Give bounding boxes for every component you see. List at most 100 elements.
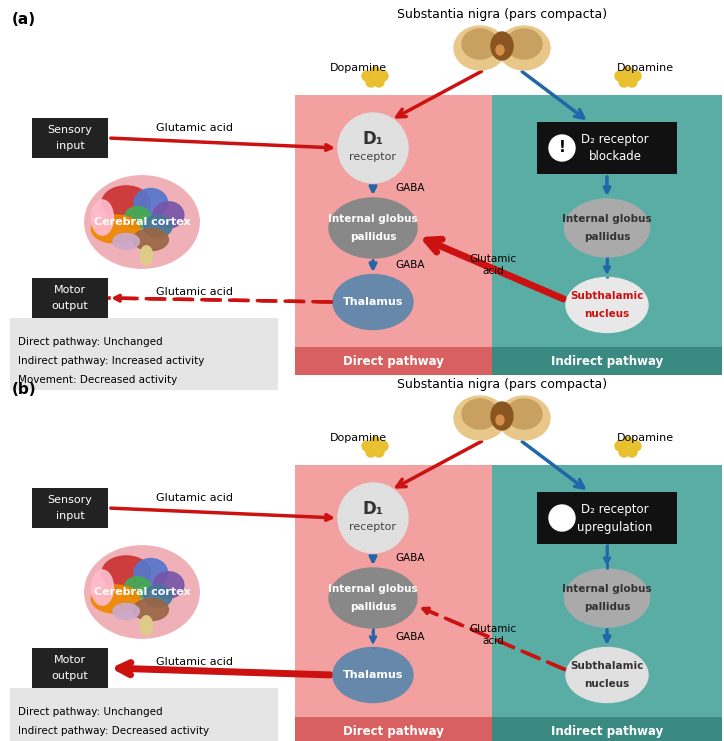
Ellipse shape	[329, 198, 417, 258]
Text: D₂ receptor: D₂ receptor	[581, 502, 649, 516]
Text: Glutamic
acid: Glutamic acid	[469, 254, 516, 276]
Ellipse shape	[462, 29, 498, 59]
Text: Glutamic acid: Glutamic acid	[156, 657, 234, 667]
Circle shape	[631, 71, 641, 81]
Circle shape	[623, 437, 633, 447]
Ellipse shape	[496, 415, 504, 425]
Ellipse shape	[329, 568, 417, 628]
Ellipse shape	[102, 186, 151, 219]
Text: Subthalamic: Subthalamic	[571, 661, 644, 671]
Ellipse shape	[144, 216, 172, 237]
Text: nucleus: nucleus	[584, 309, 630, 319]
Circle shape	[370, 67, 380, 77]
Bar	[10, 318, 278, 390]
Text: nucleus: nucleus	[584, 679, 630, 689]
Ellipse shape	[125, 576, 151, 599]
Text: D₁: D₁	[363, 130, 384, 148]
Text: upregulation: upregulation	[577, 520, 653, 534]
Ellipse shape	[565, 199, 649, 257]
Text: Internal globus: Internal globus	[328, 214, 418, 224]
Text: input: input	[56, 141, 85, 151]
Text: Movement: Decreased activity: Movement: Decreased activity	[18, 375, 177, 385]
Circle shape	[549, 505, 575, 531]
Text: Subthalamic: Subthalamic	[571, 291, 644, 301]
Circle shape	[615, 441, 625, 451]
Circle shape	[366, 447, 376, 457]
Text: Dopamine: Dopamine	[329, 433, 387, 443]
Text: Dopamine: Dopamine	[616, 63, 673, 73]
FancyBboxPatch shape	[32, 278, 108, 318]
Ellipse shape	[102, 556, 151, 589]
Circle shape	[362, 441, 372, 451]
Text: GABA: GABA	[395, 553, 424, 563]
Ellipse shape	[333, 648, 413, 702]
Text: Internal globus: Internal globus	[563, 584, 652, 594]
Text: Dopamine: Dopamine	[329, 63, 387, 73]
Ellipse shape	[454, 26, 506, 70]
Bar	[295, 95, 492, 375]
FancyBboxPatch shape	[32, 118, 108, 158]
Ellipse shape	[144, 585, 172, 608]
Ellipse shape	[91, 200, 114, 235]
Ellipse shape	[566, 648, 648, 702]
Bar	[295, 347, 492, 375]
Circle shape	[362, 71, 372, 81]
Circle shape	[374, 77, 384, 87]
Circle shape	[374, 447, 384, 457]
FancyBboxPatch shape	[32, 648, 108, 688]
Circle shape	[366, 77, 376, 87]
Ellipse shape	[153, 202, 184, 228]
Text: Indirect pathway: Indirect pathway	[551, 725, 663, 737]
Text: Dopamine: Dopamine	[616, 433, 673, 443]
Ellipse shape	[498, 396, 550, 440]
Ellipse shape	[565, 569, 649, 627]
Ellipse shape	[91, 585, 140, 613]
Bar	[10, 688, 278, 741]
Ellipse shape	[506, 29, 542, 59]
Text: Direct pathway: Direct pathway	[342, 725, 443, 737]
Text: GABA: GABA	[395, 631, 424, 642]
Text: GABA: GABA	[395, 260, 424, 270]
Circle shape	[627, 447, 637, 457]
Ellipse shape	[133, 229, 169, 250]
Text: Thalamus: Thalamus	[342, 670, 403, 680]
Text: GABA: GABA	[395, 183, 424, 193]
Ellipse shape	[506, 399, 542, 429]
Text: Cerebral cortex: Cerebral cortex	[93, 587, 190, 597]
Ellipse shape	[462, 399, 498, 429]
Text: blockade: blockade	[589, 150, 641, 164]
Bar	[492, 95, 722, 375]
Text: (b): (b)	[12, 382, 37, 397]
Circle shape	[615, 71, 625, 81]
FancyBboxPatch shape	[537, 122, 677, 174]
Circle shape	[370, 437, 380, 447]
Ellipse shape	[85, 176, 199, 268]
Text: output: output	[51, 671, 88, 681]
Ellipse shape	[333, 274, 413, 330]
Circle shape	[549, 135, 575, 161]
Ellipse shape	[134, 188, 167, 216]
FancyBboxPatch shape	[537, 492, 677, 544]
Bar	[295, 717, 492, 741]
Circle shape	[378, 441, 388, 451]
Text: pallidus: pallidus	[350, 232, 396, 242]
Ellipse shape	[491, 32, 513, 60]
Ellipse shape	[140, 246, 153, 265]
Text: Internal globus: Internal globus	[563, 214, 652, 224]
Circle shape	[619, 447, 629, 457]
Ellipse shape	[498, 26, 550, 70]
Text: input: input	[56, 511, 85, 521]
Circle shape	[631, 441, 641, 451]
FancyBboxPatch shape	[32, 488, 108, 528]
Text: Direct pathway: Unchanged: Direct pathway: Unchanged	[18, 337, 163, 347]
Text: receptor: receptor	[350, 522, 397, 532]
Text: Glutamic acid: Glutamic acid	[156, 123, 234, 133]
Text: Indirect pathway: Indirect pathway	[551, 354, 663, 368]
Text: pallidus: pallidus	[350, 602, 396, 612]
Text: Internal globus: Internal globus	[328, 584, 418, 594]
Ellipse shape	[496, 45, 504, 55]
Text: output: output	[51, 301, 88, 311]
Text: receptor: receptor	[350, 152, 397, 162]
Text: Substantia nigra (pars compacta): Substantia nigra (pars compacta)	[397, 378, 607, 391]
Ellipse shape	[133, 599, 169, 621]
